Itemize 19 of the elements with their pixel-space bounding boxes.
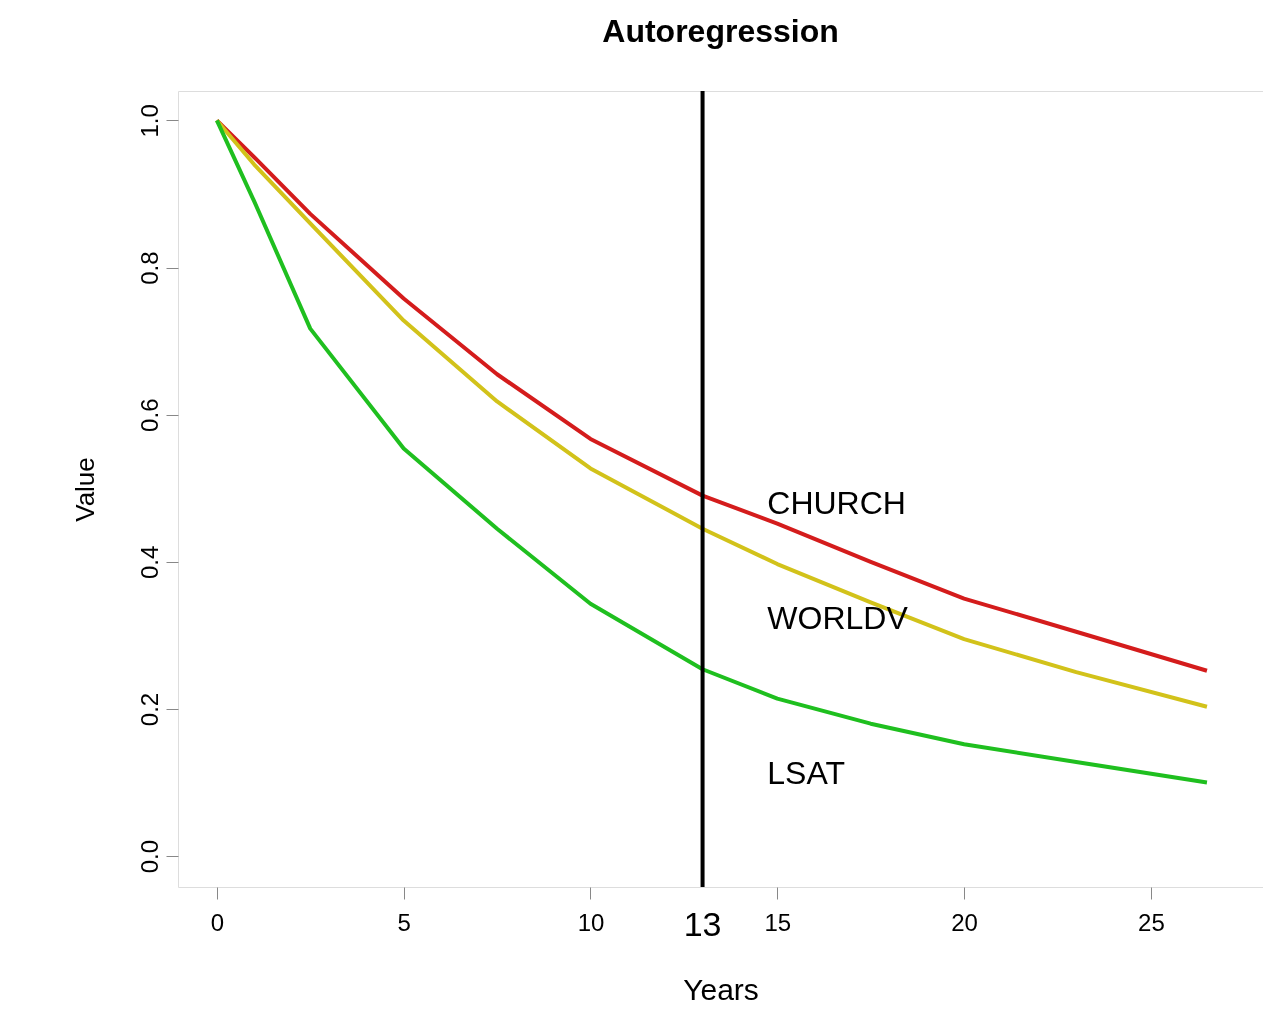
- y-tick-label: 1.0: [135, 104, 163, 138]
- y-tick-label: 0.2: [135, 692, 163, 727]
- x-tick-label: 0: [210, 908, 225, 936]
- y-tick-label: 0.0: [135, 839, 163, 874]
- series-label: LSAT: [767, 754, 845, 791]
- chart-title: Autoregression: [602, 13, 839, 49]
- x-axis-title: Years: [683, 972, 759, 1006]
- y-tick-label: 0.6: [135, 398, 163, 432]
- x-tick-label: 15: [764, 908, 792, 936]
- y-axis-title: Value: [69, 457, 100, 522]
- ref-line-label: 13: [683, 905, 722, 943]
- x-tick-label: 20: [951, 908, 978, 936]
- x-tick-label: 5: [397, 908, 411, 936]
- x-tick-label: 10: [577, 908, 605, 936]
- series-label: CHURCH: [767, 484, 906, 521]
- series-label: WORLDV: [767, 600, 909, 637]
- x-tick-label: 25: [1138, 908, 1165, 936]
- y-tick-label: 0.8: [135, 251, 163, 285]
- y-tick-label: 0.4: [135, 545, 163, 580]
